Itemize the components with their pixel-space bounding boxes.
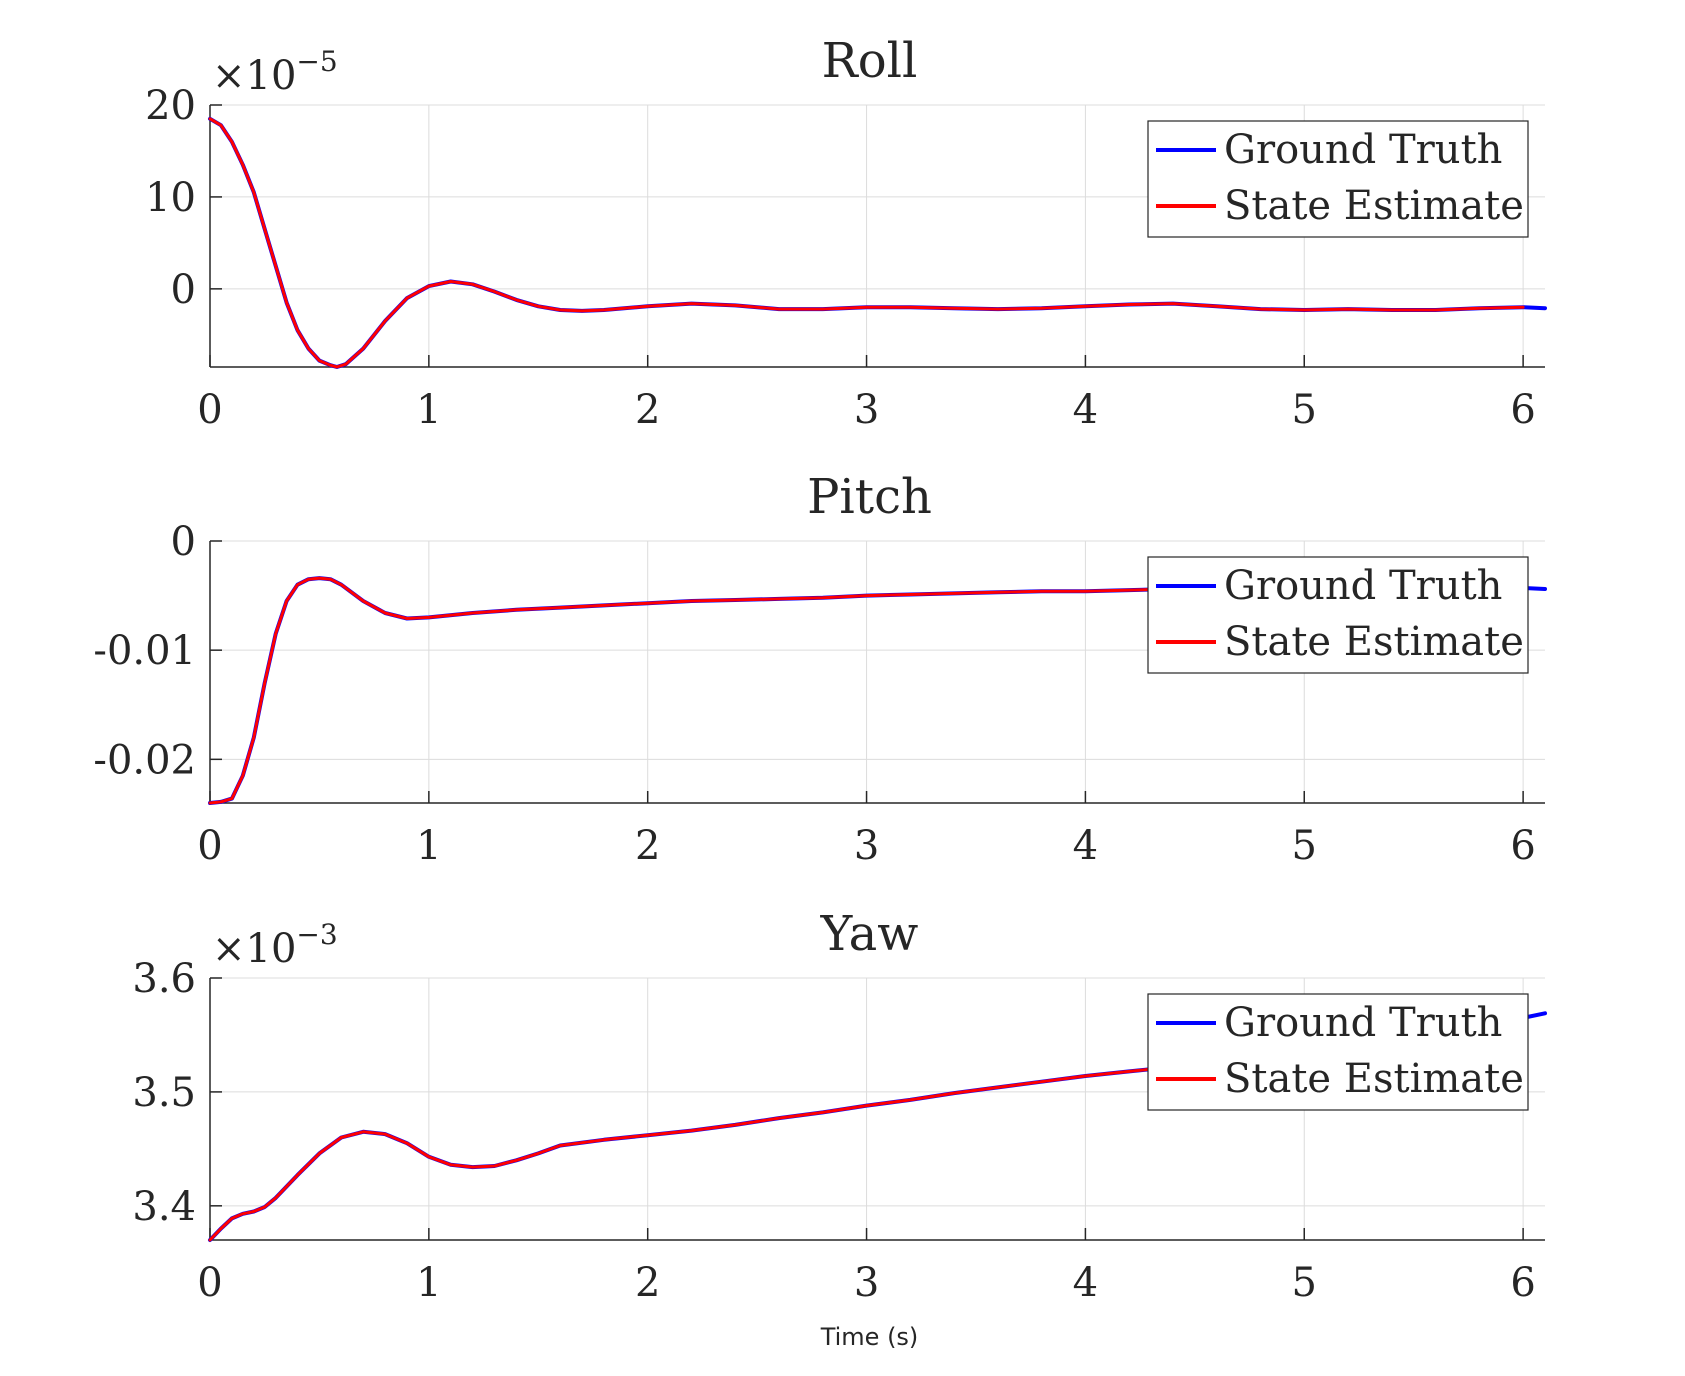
pitch-legend: Ground Truth State Estimate [1147,556,1529,674]
roll-legend-label: Ground Truth [1224,127,1502,173]
pitch-ytick-label: 0 [171,519,196,565]
pitch-title: Pitch [807,469,932,525]
roll-legend-label: State Estimate [1224,183,1524,229]
roll-ytick-label: 20 [145,83,196,129]
roll-legend-box [1147,120,1529,238]
yaw-xtick-label: 5 [1292,1260,1317,1306]
pitch-xtick-label: 5 [1292,823,1317,869]
pitch-xtick-label: 0 [197,823,222,869]
roll-xtick-label: 4 [1073,387,1098,433]
pitch-legend-label: State Estimate [1224,619,1524,665]
roll-exponent-power: −5 [296,45,337,78]
pitch-legend-box [1147,556,1529,674]
yaw-legend-box [1147,993,1529,1111]
roll-chart: 0 1 2 3 4 5 6 20 10 0 ×10−5 Roll Ground Truth State E… [145,33,1547,433]
yaw-legend-label: Ground Truth [1224,1000,1502,1046]
yaw-x-axis-label: Time (s) [820,1323,919,1351]
roll-exponent-label: ×10−5 [212,45,338,99]
roll-xtick-label: 1 [416,387,441,433]
yaw-legend-label: State Estimate [1224,1056,1524,1102]
roll-ytick-label: 0 [171,267,196,313]
pitch-xtick-label: 3 [854,823,879,869]
yaw-exponent-base: ×10 [212,926,296,972]
yaw-xtick-label: 1 [416,1260,441,1306]
pitch-ytick-label: -0.01 [93,628,196,674]
yaw-xtick-label: 0 [197,1260,222,1306]
roll-xtick-label: 6 [1510,387,1535,433]
yaw-xtick-label: 2 [635,1260,660,1306]
roll-series-state-estimate-line [208,117,1525,369]
yaw-ytick-label: 3.5 [132,1070,196,1116]
pitch-xtick-label: 2 [635,823,660,869]
yaw-xtick-label: 4 [1073,1260,1098,1306]
pitch-ytick-label: -0.02 [93,737,196,783]
yaw-exponent-power: −3 [296,918,337,951]
roll-xtick-label: 2 [635,387,660,433]
roll-legend: Ground Truth State Estimate [1147,120,1529,238]
yaw-exponent-label: ×10−3 [212,918,338,972]
roll-xtick-label: 0 [197,387,222,433]
yaw-xtick-label: 3 [854,1260,879,1306]
pitch-xtick-label: 6 [1510,823,1535,869]
yaw-ytick-label: 3.6 [132,956,196,1002]
roll-title: Roll [822,33,918,89]
roll-xtick-label: 3 [854,387,879,433]
roll-xtick-label: 5 [1292,387,1317,433]
yaw-series-state-estimate-line [208,1058,1219,1242]
yaw-chart: 0 1 2 3 4 5 6 3.6 3.5 3.4 ×10−3 Yaw Ground Truth Stat… [132,906,1547,1351]
roll-exponent-base: ×10 [212,53,296,99]
pitch-chart: 0 1 2 3 4 5 6 0 -0.01 -0.02 Pitch Ground Truth State… [93,469,1547,869]
pitch-xtick-label: 4 [1073,823,1098,869]
pitch-xtick-label: 1 [416,823,441,869]
pitch-series-state-estimate-line [208,576,1219,805]
pitch-legend-label: Ground Truth [1224,563,1502,609]
yaw-legend: Ground Truth State Estimate [1147,993,1529,1111]
yaw-title: Yaw [820,906,919,962]
yaw-ytick-label: 3.4 [132,1184,196,1230]
roll-ytick-label: 10 [145,175,196,221]
yaw-xtick-label: 6 [1510,1260,1535,1306]
